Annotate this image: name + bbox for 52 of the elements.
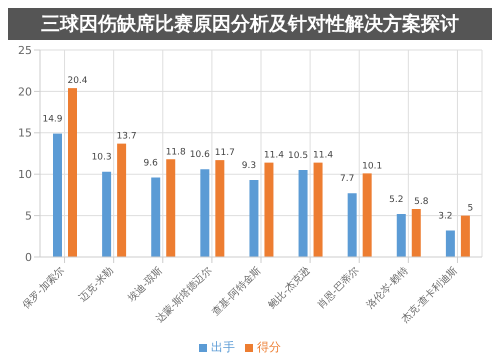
data-label: 10.6 — [190, 150, 210, 160]
chart-title: 三球因伤缺席比赛原因分析及针对性解决方案探讨 — [8, 8, 492, 40]
legend-label: 出手 — [211, 340, 235, 354]
x-tick-label: 洛伦岑-赖特 — [364, 264, 410, 312]
data-label: 11.8 — [166, 147, 186, 158]
bar — [412, 208, 421, 257]
y-tick-label: 25 — [18, 44, 32, 57]
data-label: 14.9 — [42, 114, 63, 125]
bar — [460, 216, 470, 257]
bar — [117, 144, 126, 257]
data-label: 20.4 — [67, 76, 88, 86]
data-label: 9.6 — [144, 158, 158, 169]
y-tick-label: 20 — [18, 85, 32, 98]
data-label: 3.2 — [438, 212, 453, 222]
bar — [102, 172, 112, 257]
x-tick-label: 查基-阿特金斯 — [210, 264, 264, 318]
data-label: 11.7 — [214, 148, 235, 158]
bar — [396, 214, 406, 257]
x-tick-label: 鲍比-杰克逊 — [266, 264, 312, 312]
y-tick-label: 10 — [18, 168, 32, 182]
x-tick-label: 迈克-米勒 — [76, 264, 116, 304]
bar — [200, 169, 210, 257]
data-label: 5 — [468, 204, 474, 214]
data-label: 9.3 — [242, 160, 256, 171]
y-tick-label: 0 — [25, 250, 32, 264]
bar — [166, 159, 176, 257]
y-tick-label: 5 — [25, 210, 32, 223]
data-label: 10.5 — [288, 151, 308, 162]
bar — [249, 180, 258, 257]
y-tick-label: 15 — [18, 126, 32, 140]
bar — [298, 170, 308, 257]
bar — [362, 173, 372, 257]
data-label: 11.4 — [313, 150, 334, 161]
data-label: 13.7 — [116, 132, 137, 142]
bar — [151, 178, 160, 257]
bar — [53, 134, 62, 257]
x-tick-label: 肖恩-巴蒂尔 — [314, 264, 362, 312]
data-label: 7.7 — [340, 174, 354, 184]
bar — [68, 88, 77, 257]
x-tick-label: 埃迪-琼斯 — [124, 264, 165, 305]
data-label: 5.2 — [389, 194, 404, 205]
data-label: 10.3 — [92, 152, 112, 163]
bar — [215, 160, 224, 257]
legend-label: 得分 — [257, 340, 281, 354]
data-label: 11.4 — [264, 150, 284, 161]
data-label: 10.1 — [362, 161, 382, 172]
bar — [348, 193, 357, 257]
bar — [314, 162, 323, 257]
data-label: 5.8 — [414, 196, 429, 207]
bar — [264, 162, 274, 257]
x-tick-label: 保罗-加索尔 — [20, 264, 67, 312]
bar — [446, 230, 455, 257]
